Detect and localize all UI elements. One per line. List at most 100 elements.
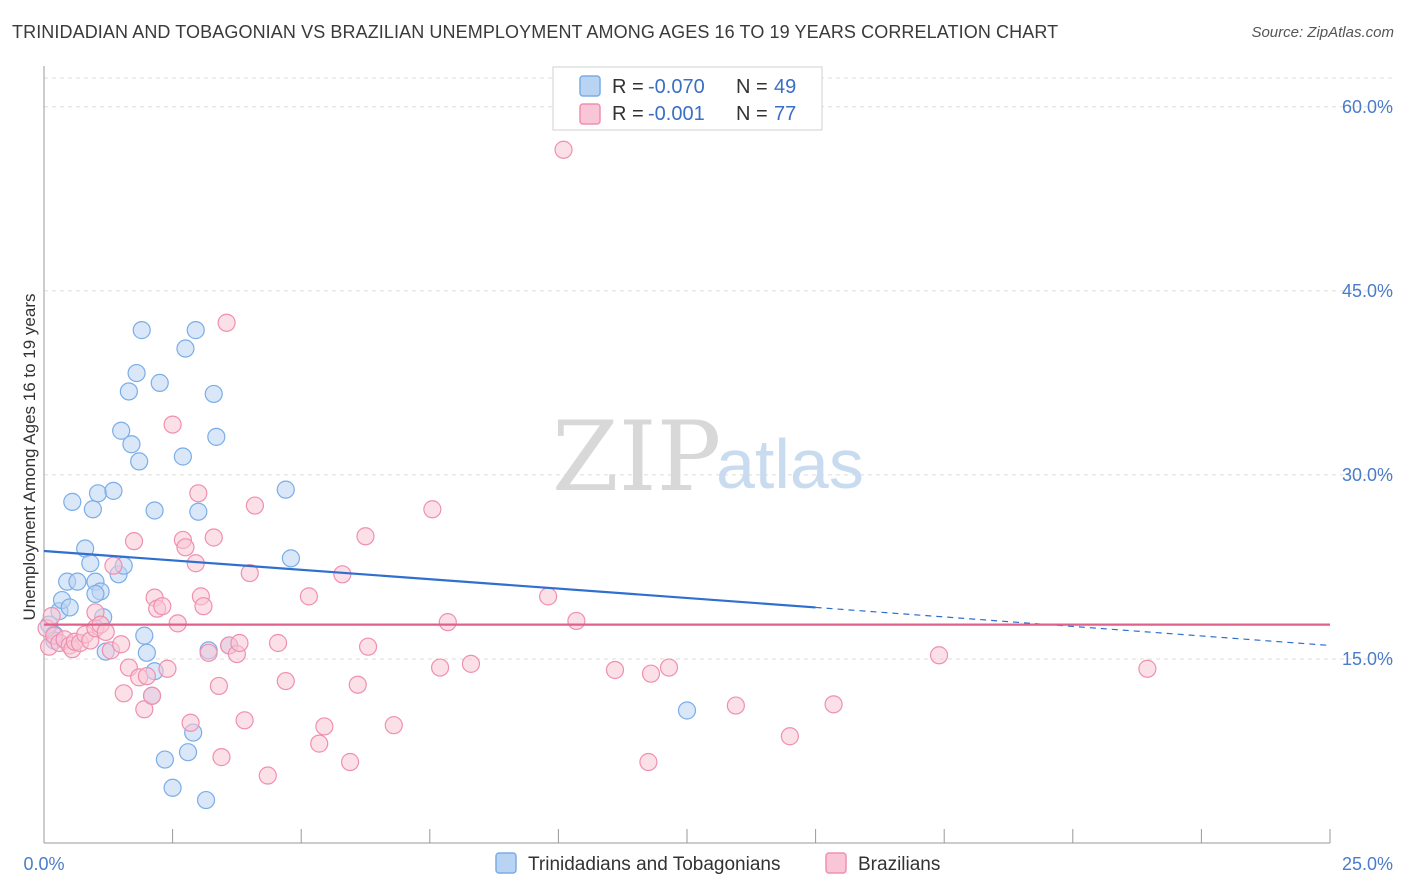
brazilian-point (209, 676, 228, 696)
trinidadian-point (83, 500, 102, 519)
trinidadian-point (276, 480, 295, 499)
brazilian-point (163, 415, 182, 434)
trinidadian-point (86, 584, 105, 604)
brazilian-point (554, 140, 573, 159)
brazilian-point (384, 716, 403, 735)
series-legend-swatch-trinidadian (495, 852, 517, 874)
brazilian-point (212, 748, 231, 767)
trinidadian-point (207, 427, 226, 446)
brazilian-point (299, 587, 319, 606)
brazilian-point (42, 606, 61, 626)
brazilian-point (567, 611, 586, 631)
trinidadian-point (204, 384, 223, 404)
trinidadian-point (150, 373, 169, 392)
trinidadian-point (176, 339, 195, 358)
y-tick-label: 60.0% (1342, 97, 1393, 117)
trinidadian-point (163, 778, 182, 797)
brazilian-point (137, 667, 156, 686)
trinidadian-point (112, 421, 131, 440)
trinidadian-point (196, 790, 216, 810)
trinidadian-point (155, 750, 174, 769)
trinidadian-point (132, 321, 151, 340)
chart-title: TRINIDADIAN AND TOBAGONIAN VS BRAZILIAN … (12, 22, 1059, 42)
trend-layer (43, 549, 1331, 647)
trinidadian-trend-line (43, 549, 816, 609)
brazilian-point (268, 633, 288, 653)
legend-r-value: -0.001 (648, 103, 705, 125)
brazilian-point (176, 538, 195, 557)
legend-swatch-trinidadian (579, 75, 601, 97)
brazilian-point (124, 532, 144, 551)
brazilian-point (315, 717, 334, 736)
chart-source: Source: ZipAtlas.com (1251, 24, 1394, 41)
watermark-atlas: atlas (716, 425, 864, 503)
series-legend-label-trinidadian: Trinidadians and Tobagonians (528, 854, 780, 875)
brazilian-point (358, 637, 378, 656)
brazilian-point (142, 686, 162, 705)
x-tick-label: 0.0% (23, 854, 64, 874)
legend-r-value: -0.070 (648, 76, 705, 98)
brazilian-point (153, 597, 172, 616)
legend-n-label: N = (736, 103, 768, 125)
trinidadian-point (68, 572, 87, 591)
axes-layer: 15.0% 30.0% 45.0% 60.0% 0.0% 25.0% (23, 66, 1393, 874)
trinidadian-point (173, 447, 192, 466)
brazilian-point (114, 684, 133, 703)
brazilian-point (605, 660, 625, 680)
brazilian-point (659, 658, 679, 677)
brazilian-point (204, 528, 223, 547)
brazilian-point (235, 711, 254, 730)
trinidadian-point (81, 554, 100, 573)
brazilian-point (348, 675, 367, 694)
trinidadian-point (130, 452, 149, 471)
trinidadian-point (88, 484, 108, 503)
trinidadian-point (63, 492, 82, 511)
brazilian-point (639, 752, 658, 772)
brazilian-point (217, 313, 236, 332)
trinidadian-point (122, 435, 141, 454)
y-axis-label: Unemployment Among Ages 16 to 19 years (20, 294, 39, 621)
brazilian-point (340, 752, 360, 772)
trinidadian-point (60, 598, 79, 617)
trinidadian-point (186, 321, 205, 340)
y-tick-label: 15.0% (1342, 649, 1393, 669)
brazilian-point (189, 484, 208, 503)
brazilian-point (780, 727, 799, 746)
brazilian-point (438, 613, 457, 632)
legend-n-label: N = (736, 76, 768, 98)
brazilian-point (310, 734, 329, 753)
brazilian-point (726, 696, 745, 715)
trinidadian-point (189, 502, 208, 521)
legend-r-label: R = (612, 103, 644, 125)
brazilian-point (258, 766, 277, 785)
legend-r-label: R = (612, 76, 644, 98)
trinidadian-point (137, 643, 156, 662)
brazilian-point (356, 527, 375, 546)
brazilian-point (245, 496, 265, 515)
brazilian-point (1138, 659, 1157, 678)
series-legend: Trinidadians and Tobagonians Brazilians (495, 852, 940, 875)
watermark-zip: ZIP (552, 401, 721, 513)
trinidadian-point (281, 549, 301, 568)
legend-n-value: 49 (774, 76, 796, 98)
brazilian-point (461, 654, 481, 673)
brazilian-point (641, 664, 661, 683)
trinidadian-point (178, 743, 198, 762)
brazilian-point (168, 614, 187, 633)
watermark: ZIP atlas (552, 401, 864, 513)
brazilian-point (112, 635, 131, 654)
x-tick-label: 25.0% (1342, 854, 1393, 874)
trinidadian-point (677, 701, 697, 720)
series-trinidadian-points (40, 321, 697, 810)
series-legend-label-brazilian: Brazilians (858, 854, 940, 875)
brazilian-point (824, 695, 843, 714)
y-tick-label: 45.0% (1342, 281, 1393, 301)
brazilian-point (430, 658, 450, 677)
brazilian-point (181, 713, 200, 732)
brazilian-point (96, 622, 115, 642)
trinidadian-point (145, 501, 164, 520)
y-tick-label: 30.0% (1342, 465, 1393, 485)
brazilian-point (539, 587, 558, 606)
trinidadian-point (119, 382, 138, 401)
